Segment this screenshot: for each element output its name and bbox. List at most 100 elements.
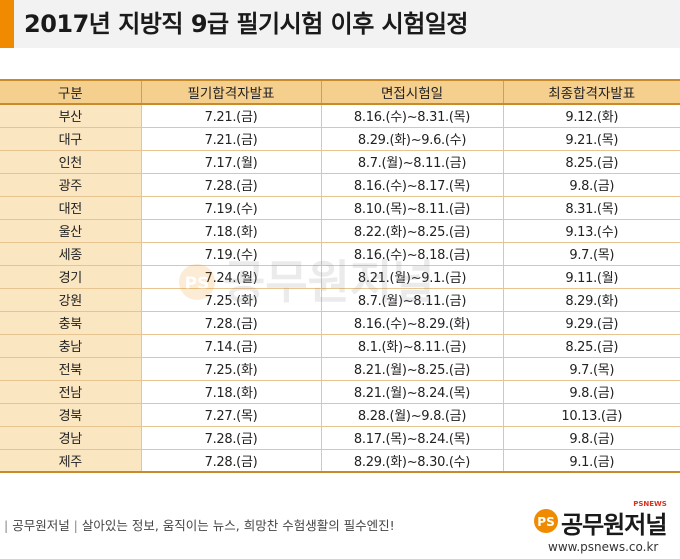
table-row: 부산 7.21.(금) 8.16.(수)~8.31.(목) 9.12.(화) [0, 104, 680, 128]
logo-ps-badge [534, 509, 558, 533]
cell-final-result: 9.1.(금) [502, 449, 680, 473]
cell-interview-date: 8.17.(목)~8.24.(목) [320, 426, 503, 450]
cell-interview-date: 8.28.(월)~9.8.(금) [320, 403, 503, 427]
cell-interview-date: 8.21.(월)~9.1.(금) [320, 265, 503, 289]
cell-final-result: 9.8.(금) [502, 426, 680, 450]
cell-region: 강원 [0, 288, 141, 312]
table-row: 광주 7.28.(금) 8.16.(수)~8.17.(목) 9.8.(금) [0, 173, 680, 197]
cell-region: 부산 [0, 104, 141, 128]
cell-region: 경북 [0, 403, 141, 427]
table-row: 강원 7.25.(화) 8.7.(월)~8.11.(금) 8.29.(화) [0, 288, 680, 312]
footer-url[interactable]: www.psnews.co.kr [548, 540, 659, 554]
table-row: 충남 7.14.(금) 8.1.(화)~8.11.(금) 8.25.(금) [0, 334, 680, 358]
cell-interview-date: 8.7.(월)~8.11.(금) [320, 150, 503, 174]
table-row: 경북 7.27.(목) 8.28.(월)~9.8.(금) 10.13.(금) [0, 403, 680, 427]
cell-region: 광주 [0, 173, 141, 197]
footer-slogan: 살아있는 정보, 움직이는 뉴스, 희망찬 수험생활의 필수엔진! [81, 518, 395, 533]
cell-interview-date: 8.1.(화)~8.11.(금) [320, 334, 503, 358]
cell-interview-date: 8.10.(목)~8.11.(금) [320, 196, 503, 220]
cell-written-result: 7.18.(화) [140, 219, 321, 243]
cell-region: 경기 [0, 265, 141, 289]
table-row: 울산 7.18.(화) 8.22.(화)~8.25.(금) 9.13.(수) [0, 219, 680, 243]
table-row: 인천 7.17.(월) 8.7.(월)~8.11.(금) 8.25.(금) [0, 150, 680, 174]
footer-brand: 공무원저널 [12, 518, 70, 533]
cell-interview-date: 8.22.(화)~8.25.(금) [320, 219, 503, 243]
cell-final-result: 9.29.(금) [502, 311, 680, 335]
cell-written-result: 7.25.(화) [140, 288, 321, 312]
table-row: 대전 7.19.(수) 8.10.(목)~8.11.(금) 8.31.(목) [0, 196, 680, 220]
cell-region: 울산 [0, 219, 141, 243]
cell-final-result: 9.7.(목) [502, 357, 680, 381]
cell-region: 인천 [0, 150, 141, 174]
cell-written-result: 7.25.(화) [140, 357, 321, 381]
cell-interview-date: 8.21.(월)~8.24.(목) [320, 380, 503, 404]
cell-region: 충북 [0, 311, 141, 335]
header-final-result: 최종합격자발표 [502, 79, 680, 105]
cell-final-result: 9.12.(화) [502, 104, 680, 128]
cell-final-result: 10.13.(금) [502, 403, 680, 427]
header-region: 구분 [0, 79, 141, 105]
title-bar: 2017년 지방직 9급 필기시험 이후 시험일정 [0, 0, 680, 48]
cell-final-result: 8.29.(화) [502, 288, 680, 312]
cell-final-result: 9.8.(금) [502, 173, 680, 197]
psnews-logo[interactable]: PS PSNEWS 공무원저널 [532, 497, 680, 539]
table-row: 대구 7.21.(금) 8.29.(화)~9.6.(수) 9.21.(목) [0, 127, 680, 151]
cell-final-result: 9.7.(목) [502, 242, 680, 266]
title-accent-bar [0, 0, 14, 48]
cell-region: 대구 [0, 127, 141, 151]
cell-written-result: 7.18.(화) [140, 380, 321, 404]
cell-written-result: 7.28.(금) [140, 311, 321, 335]
cell-interview-date: 8.29.(화)~9.6.(수) [320, 127, 503, 151]
cell-region: 전남 [0, 380, 141, 404]
cell-written-result: 7.28.(금) [140, 449, 321, 473]
footer-divider-mid: | [69, 518, 82, 533]
cell-region: 제주 [0, 449, 141, 473]
cell-final-result: 9.11.(월) [502, 265, 680, 289]
cell-written-result: 7.14.(금) [140, 334, 321, 358]
logo-ps-text: PS [537, 515, 554, 529]
cell-written-result: 7.27.(목) [140, 403, 321, 427]
cell-interview-date: 8.29.(화)~8.30.(수) [320, 449, 503, 473]
table-row: 전남 7.18.(화) 8.21.(월)~8.24.(목) 9.8.(금) [0, 380, 680, 404]
schedule-table-wrap: 구분 필기합격자발표 면접시험일 최종합격자발표 부산 7.21.(금) 8.16.… [0, 79, 680, 473]
table-row: 경기 7.24.(월) 8.21.(월)~9.1.(금) 9.11.(월) [0, 265, 680, 289]
cell-interview-date: 8.21.(월)~8.25.(금) [320, 357, 503, 381]
logo-small-text: PSNEWS [633, 500, 667, 508]
table-row: 제주 7.28.(금) 8.29.(화)~8.30.(수) 9.1.(금) [0, 449, 680, 473]
table-row: 전북 7.25.(화) 8.21.(월)~8.25.(금) 9.7.(목) [0, 357, 680, 381]
cell-final-result: 9.8.(금) [502, 380, 680, 404]
cell-region: 경남 [0, 426, 141, 450]
cell-interview-date: 8.7.(월)~8.11.(금) [320, 288, 503, 312]
page-title: 2017년 지방직 9급 필기시험 이후 시험일정 [24, 10, 468, 38]
cell-region: 충남 [0, 334, 141, 358]
cell-written-result: 7.21.(금) [140, 127, 321, 151]
cell-written-result: 7.28.(금) [140, 426, 321, 450]
cell-written-result: 7.17.(월) [140, 150, 321, 174]
cell-final-result: 8.25.(금) [502, 334, 680, 358]
cell-region: 세종 [0, 242, 141, 266]
header-interview-date: 면접시험일 [320, 79, 503, 105]
header-written-result: 필기합격자발표 [140, 79, 321, 105]
table-header-row: 구분 필기합격자발표 면접시험일 최종합격자발표 [0, 79, 680, 105]
table-row: 충북 7.28.(금) 8.16.(수)~8.29.(화) 9.29.(금) [0, 311, 680, 335]
cell-written-result: 7.19.(수) [140, 196, 321, 220]
schedule-table: 구분 필기합격자발표 면접시험일 최종합격자발표 부산 7.21.(금) 8.16.… [0, 79, 680, 473]
cell-interview-date: 8.16.(수)~8.18.(금) [320, 242, 503, 266]
cell-written-result: 7.28.(금) [140, 173, 321, 197]
cell-interview-date: 8.16.(수)~8.17.(목) [320, 173, 503, 197]
logo-brand-text: 공무원저널 [561, 511, 666, 539]
table-row: 경남 7.28.(금) 8.17.(목)~8.24.(목) 9.8.(금) [0, 426, 680, 450]
cell-written-result: 7.21.(금) [140, 104, 321, 128]
cell-final-result: 8.25.(금) [502, 150, 680, 174]
cell-written-result: 7.24.(월) [140, 265, 321, 289]
cell-final-result: 8.31.(목) [502, 196, 680, 220]
footer-tagline: | 공무원저널 | 살아있는 정보, 움직이는 뉴스, 희망찬 수험생활의 필수… [4, 515, 395, 534]
cell-region: 대전 [0, 196, 141, 220]
cell-interview-date: 8.16.(수)~8.29.(화) [320, 311, 503, 335]
cell-written-result: 7.19.(수) [140, 242, 321, 266]
footer-divider-left: | [4, 518, 13, 533]
table-row: 세종 7.19.(수) 8.16.(수)~8.18.(금) 9.7.(목) [0, 242, 680, 266]
cell-final-result: 9.13.(수) [502, 219, 680, 243]
cell-region: 전북 [0, 357, 141, 381]
cell-interview-date: 8.16.(수)~8.31.(목) [320, 104, 503, 128]
